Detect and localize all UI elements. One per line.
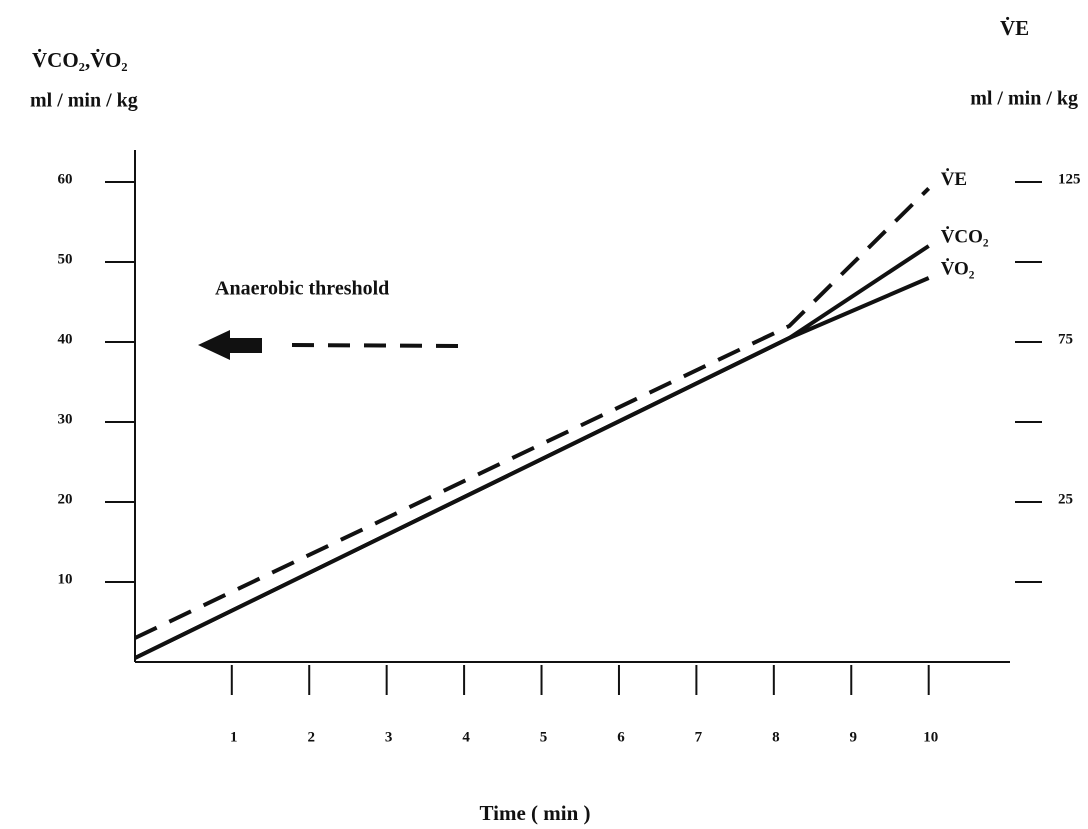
x-tick-label: 4 [462,729,470,745]
y2-tick-label: 75 [1058,331,1073,347]
series-line [134,276,930,660]
x-tick-label: 1 [230,729,238,745]
series-label: V̇CO₂ [941,226,989,247]
y-tick-label: 30 [58,411,73,427]
y-tick-label: 40 [58,331,73,347]
y2-axis-unit: ml / min / kg [970,88,1078,110]
series-label: V̇O₂ [941,258,975,279]
x-tick-label: 2 [307,729,315,745]
y2-tick-label: 125 [1058,171,1081,187]
y-tick-label: 50 [58,251,73,267]
y-tick-label: 60 [58,171,73,187]
y2-axis-title: V̇E [1000,15,1029,39]
y-tick-label: 10 [58,571,73,587]
series-line [134,244,930,660]
arrow [198,330,262,360]
x-tick-label: 3 [385,729,393,745]
annotation: Anaerobic threshold [215,278,389,300]
x-tick-label: 7 [695,729,703,745]
series-label: V̇E [941,169,967,190]
x-tick-label: 10 [923,729,938,745]
y2-tick-label: 25 [1058,491,1073,507]
y-tick-label: 20 [58,491,73,507]
x-tick-label: 8 [772,729,780,745]
x-axis-title: Time ( min ) [479,801,590,825]
threshold-dash [291,343,466,348]
x-tick-label: 5 [540,729,548,745]
series-line [134,186,931,640]
y-axis-unit: ml / min / kg [30,90,138,112]
y-axis-title: V̇CO₂,V̇O₂ [32,47,128,71]
x-tick-label: 6 [617,729,625,745]
x-tick-label: 9 [850,729,858,745]
